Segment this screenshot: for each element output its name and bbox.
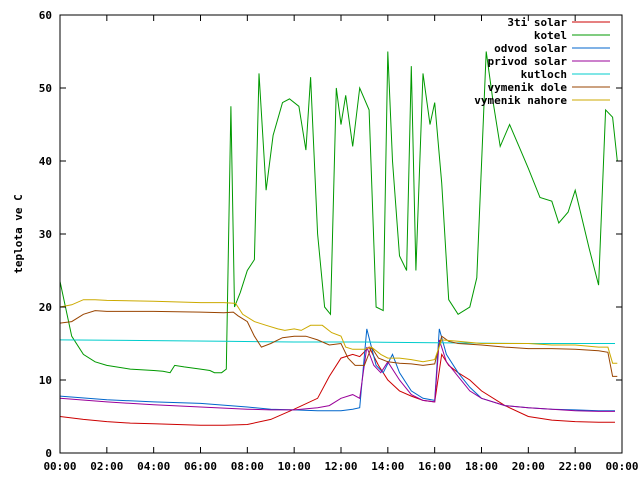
tick-layer: 00:00 02:00 04:00 06:00 08:00 10:00 12:00 14:00…	[39, 9, 639, 473]
legend-label: 3ti solar	[507, 16, 567, 29]
x-tick-label: 10:00	[278, 460, 311, 473]
x-tick-label: 14:00	[371, 460, 404, 473]
x-tick-label: 20:00	[512, 460, 545, 473]
series-line-kotel	[59, 51, 618, 374]
y-tick-label: 10	[39, 374, 52, 387]
y-axis-label: teplota ve C	[12, 194, 25, 273]
legend-label: kotel	[534, 29, 567, 42]
x-tick-label: 06:00	[184, 460, 217, 473]
legend-label: privod solar	[488, 55, 568, 68]
y-tick-label: 20	[39, 301, 52, 314]
legend-label: odvod solar	[494, 42, 567, 55]
legend-label: vymenik dole	[488, 81, 568, 94]
legend-label: vymenik nahore	[474, 94, 567, 107]
legend-label: kutloch	[521, 68, 567, 81]
x-tick-label: 00:00	[43, 460, 76, 473]
x-tick-label: 22:00	[559, 460, 592, 473]
x-tick-label: 18:00	[465, 460, 498, 473]
y-tick-label: 40	[39, 155, 52, 168]
series-line-vymenik-nahore	[59, 299, 618, 364]
y-tick-label: 0	[45, 447, 52, 460]
x-tick-label: 08:00	[231, 460, 264, 473]
y-tick-label: 60	[39, 9, 52, 22]
x-tick-label: 00:00	[605, 460, 638, 473]
y-tick-label: 50	[39, 82, 52, 95]
series-line-vymenik-dole	[59, 310, 618, 377]
x-tick-label: 16:00	[418, 460, 451, 473]
series-layer	[59, 51, 618, 426]
y-tick-label: 30	[39, 228, 52, 241]
x-tick-label: 02:00	[90, 460, 123, 473]
x-tick-label: 04:00	[137, 460, 170, 473]
x-tick-label: 12:00	[324, 460, 357, 473]
